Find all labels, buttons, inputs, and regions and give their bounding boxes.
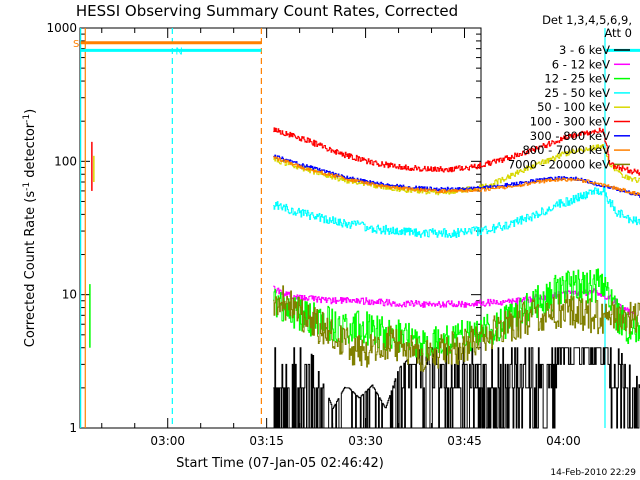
x-tick-label: 03:45 <box>447 434 482 448</box>
y-axis-label: Corrected Count Rate (s-1 detector-1) <box>22 109 38 347</box>
series-lines <box>89 127 640 429</box>
y-tick-label: 1000 <box>46 21 77 35</box>
legend-header-line-2: Att 0 <box>604 26 632 40</box>
series-line <box>273 144 640 196</box>
legend-label: 300 - 800 keV <box>530 129 610 143</box>
y-axis-label-sup2: -1 <box>22 114 32 123</box>
footer-timestamp: 14-Feb-2010 22:29 <box>550 468 636 478</box>
legend-label: 25 - 50 keV <box>544 86 610 100</box>
y-axis-label-sup1: -1 <box>22 182 32 191</box>
y-tick-label: 1 <box>69 421 77 435</box>
x-tick-label: 03:30 <box>348 434 383 448</box>
x-tick-label: 03:00 <box>150 434 185 448</box>
series-line <box>273 347 640 429</box>
x-axis-label: Start Time (07-Jan-05 02:46:42) <box>176 456 384 471</box>
legend-label: 100 - 300 keV <box>530 115 610 129</box>
y-axis-label-main: Corrected Count Rate (s <box>23 191 38 348</box>
series-line <box>273 285 637 319</box>
y-tick-label: 100 <box>54 154 77 168</box>
legend-label: 3 - 6 keV <box>559 43 610 57</box>
legend-label: 12 - 25 keV <box>544 72 610 86</box>
y-axis-label-end: ) <box>23 109 38 114</box>
legend-label: 50 - 100 keV <box>537 100 610 114</box>
chart-title: HESSI Observing Summary Count Rates, Cor… <box>76 2 458 20</box>
legend-label: 6 - 12 keV <box>552 57 610 71</box>
x-tick-label: 04:00 <box>546 434 581 448</box>
observing-flags: SN <box>73 39 640 57</box>
legend-label: 800 - 7000 keV <box>522 143 610 157</box>
series-line <box>273 127 640 176</box>
legend-label: 7000 - 20000 keV <box>508 157 610 171</box>
y-axis-label-mid: detector <box>23 122 38 182</box>
series-line <box>273 156 640 197</box>
legend-header-line-1: Det 1,3,4,5,6,9, <box>542 13 632 27</box>
y-tick-label: 10 <box>62 288 77 302</box>
flag-label: S <box>73 39 79 50</box>
x-tick-label: 03:15 <box>249 434 284 448</box>
series-line <box>273 285 640 372</box>
series-line <box>273 186 640 238</box>
